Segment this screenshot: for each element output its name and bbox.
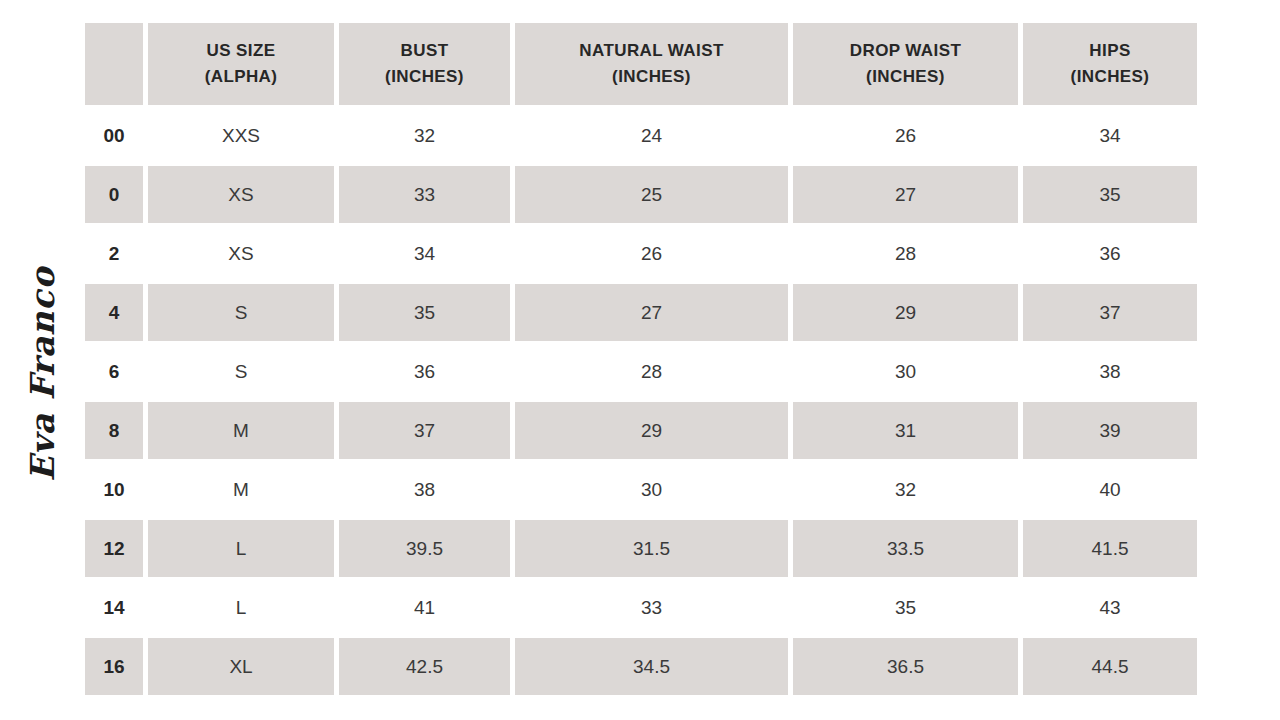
cell-drop-waist: 36.5 [793, 638, 1018, 695]
cell-us-size: 16 [85, 638, 143, 695]
size-chart-table: US SIZE(ALPHA)BUST(INCHES)NATURAL WAIST(… [80, 21, 1202, 697]
column-header-bust: BUST(INCHES) [339, 23, 510, 105]
column-header-line2: (INCHES) [793, 64, 1018, 90]
column-header-line1: NATURAL WAIST [515, 38, 788, 64]
cell-hips: 38 [1023, 343, 1197, 400]
cell-drop-waist: 35 [793, 579, 1018, 636]
cell-natural-waist: 25 [515, 166, 788, 223]
cell-us-size: 8 [85, 402, 143, 459]
cell-alpha-size: L [148, 520, 334, 577]
cell-bust: 42.5 [339, 638, 510, 695]
cell-us-size: 00 [85, 107, 143, 164]
cell-drop-waist: 28 [793, 225, 1018, 282]
cell-drop-waist: 26 [793, 107, 1018, 164]
cell-us-size: 4 [85, 284, 143, 341]
cell-alpha-size: M [148, 402, 334, 459]
cell-drop-waist: 32 [793, 461, 1018, 518]
column-header-natural-waist: NATURAL WAIST(INCHES) [515, 23, 788, 105]
table-row-size-2: 2XS34262836 [85, 225, 1197, 282]
cell-drop-waist: 29 [793, 284, 1018, 341]
cell-hips: 37 [1023, 284, 1197, 341]
cell-bust: 33 [339, 166, 510, 223]
cell-bust: 32 [339, 107, 510, 164]
cell-hips: 36 [1023, 225, 1197, 282]
table-row-size-10: 10M38303240 [85, 461, 1197, 518]
cell-bust: 37 [339, 402, 510, 459]
table-row-size-0: 0XS33252735 [85, 166, 1197, 223]
header-row: US SIZE(ALPHA)BUST(INCHES)NATURAL WAIST(… [85, 23, 1197, 105]
column-header-line1: BUST [339, 38, 510, 64]
cell-alpha-size: S [148, 284, 334, 341]
cell-hips: 44.5 [1023, 638, 1197, 695]
cell-alpha-size: S [148, 343, 334, 400]
cell-us-size: 2 [85, 225, 143, 282]
column-header-hips: HIPS(INCHES) [1023, 23, 1197, 105]
cell-hips: 40 [1023, 461, 1197, 518]
cell-alpha-size: XS [148, 225, 334, 282]
cell-hips: 41.5 [1023, 520, 1197, 577]
column-header-line1: HIPS [1023, 38, 1197, 64]
cell-natural-waist: 34.5 [515, 638, 788, 695]
table-row-size-00: 00XXS32242634 [85, 107, 1197, 164]
cell-drop-waist: 27 [793, 166, 1018, 223]
brand-signature-logo: Eva Franco [23, 267, 62, 482]
table-row-size-8: 8M37293139 [85, 402, 1197, 459]
table-row-size-16: 16XL42.534.536.544.5 [85, 638, 1197, 695]
cell-natural-waist: 31.5 [515, 520, 788, 577]
size-chart-header: US SIZE(ALPHA)BUST(INCHES)NATURAL WAIST(… [85, 23, 1197, 105]
cell-bust: 35 [339, 284, 510, 341]
column-header-line1: DROP WAIST [793, 38, 1018, 64]
column-header-line2: (INCHES) [1023, 64, 1197, 90]
cell-bust: 39.5 [339, 520, 510, 577]
cell-natural-waist: 33 [515, 579, 788, 636]
cell-us-size: 0 [85, 166, 143, 223]
column-header-line2: (INCHES) [515, 64, 788, 90]
cell-natural-waist: 30 [515, 461, 788, 518]
column-header-line2: (ALPHA) [148, 64, 334, 90]
cell-us-size: 12 [85, 520, 143, 577]
table-row-size-4: 4S35272937 [85, 284, 1197, 341]
column-header-line2: (INCHES) [339, 64, 510, 90]
cell-hips: 39 [1023, 402, 1197, 459]
cell-drop-waist: 31 [793, 402, 1018, 459]
cell-us-size: 14 [85, 579, 143, 636]
cell-bust: 36 [339, 343, 510, 400]
cell-natural-waist: 28 [515, 343, 788, 400]
cell-us-size: 10 [85, 461, 143, 518]
cell-bust: 34 [339, 225, 510, 282]
cell-hips: 35 [1023, 166, 1197, 223]
column-header-drop-waist: DROP WAIST(INCHES) [793, 23, 1018, 105]
column-header-alpha-size: US SIZE(ALPHA) [148, 23, 334, 105]
cell-us-size: 6 [85, 343, 143, 400]
cell-natural-waist: 26 [515, 225, 788, 282]
column-header-line1: US SIZE [148, 38, 334, 64]
cell-alpha-size: XL [148, 638, 334, 695]
cell-hips: 43 [1023, 579, 1197, 636]
cell-natural-waist: 29 [515, 402, 788, 459]
table-row-size-6: 6S36283038 [85, 343, 1197, 400]
cell-bust: 41 [339, 579, 510, 636]
cell-alpha-size: XXS [148, 107, 334, 164]
cell-alpha-size: M [148, 461, 334, 518]
cell-alpha-size: XS [148, 166, 334, 223]
cell-alpha-size: L [148, 579, 334, 636]
cell-drop-waist: 33.5 [793, 520, 1018, 577]
size-chart-page: Eva Franco US SIZE(ALPHA)BUST(INCHES)NAT… [0, 0, 1280, 720]
column-header-us-size [85, 23, 143, 105]
cell-drop-waist: 30 [793, 343, 1018, 400]
cell-natural-waist: 27 [515, 284, 788, 341]
size-chart-body: 00XXS322426340XS332527352XS342628364S352… [85, 107, 1197, 695]
table-row-size-14: 14L41333543 [85, 579, 1197, 636]
table-row-size-12: 12L39.531.533.541.5 [85, 520, 1197, 577]
cell-natural-waist: 24 [515, 107, 788, 164]
cell-hips: 34 [1023, 107, 1197, 164]
cell-bust: 38 [339, 461, 510, 518]
